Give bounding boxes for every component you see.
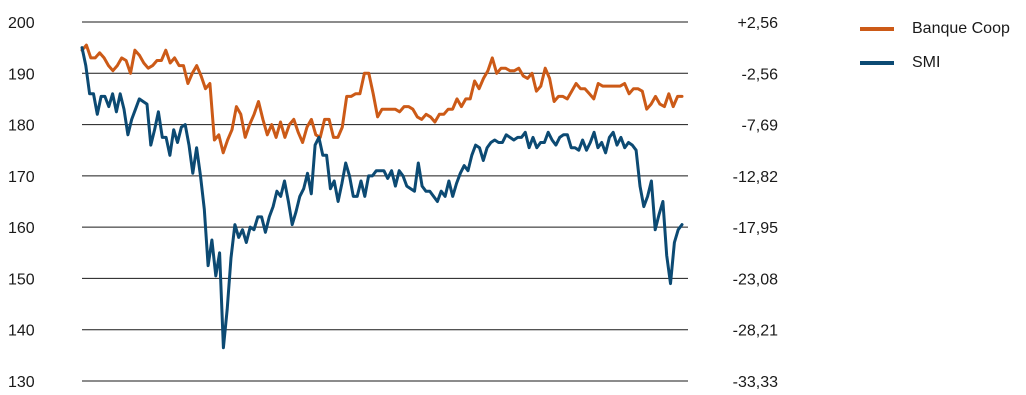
- left-tick-label: 200: [8, 15, 35, 32]
- left-tick-label: 190: [8, 66, 35, 83]
- right-tick-label: -12,82: [733, 169, 778, 186]
- left-tick-label: 170: [8, 169, 35, 186]
- series-line-banque-coop: [80, 43, 684, 155]
- legend-label-banque-coop: Banque Coop: [912, 20, 1010, 37]
- series-line-smi: [80, 46, 684, 350]
- legend-item-banque-coop: Banque Coop: [860, 12, 1010, 46]
- legend-label-smi: SMI: [912, 54, 941, 71]
- legend: Banque Coop SMI: [860, 12, 1010, 80]
- left-tick-label: 150: [8, 271, 35, 288]
- legend-swatch-banque-coop: [860, 27, 894, 31]
- gridlines: [82, 21, 688, 382]
- left-y-axis: 200 190 180 170 160 150 140 130: [8, 15, 35, 391]
- right-tick-label: +2,56: [738, 15, 779, 32]
- right-tick-label: -33,33: [733, 374, 778, 391]
- right-tick-label: -23,08: [733, 271, 778, 288]
- left-tick-label: 160: [8, 220, 35, 237]
- right-tick-label: -7,69: [742, 118, 779, 135]
- legend-item-smi: SMI: [860, 46, 1010, 80]
- series-lines: [80, 43, 684, 350]
- legend-swatch-smi: [860, 61, 894, 65]
- left-tick-label: 130: [8, 374, 35, 391]
- left-tick-label: 180: [8, 118, 35, 135]
- right-tick-label: -2,56: [742, 66, 779, 83]
- right-tick-label: -28,21: [733, 323, 778, 340]
- right-y-axis: +2,56 -2,56 -7,69 -12,82 -17,95 -23,08 -28,21 -…: [733, 15, 778, 391]
- right-tick-label: -17,95: [733, 220, 778, 237]
- left-tick-label: 140: [8, 323, 35, 340]
